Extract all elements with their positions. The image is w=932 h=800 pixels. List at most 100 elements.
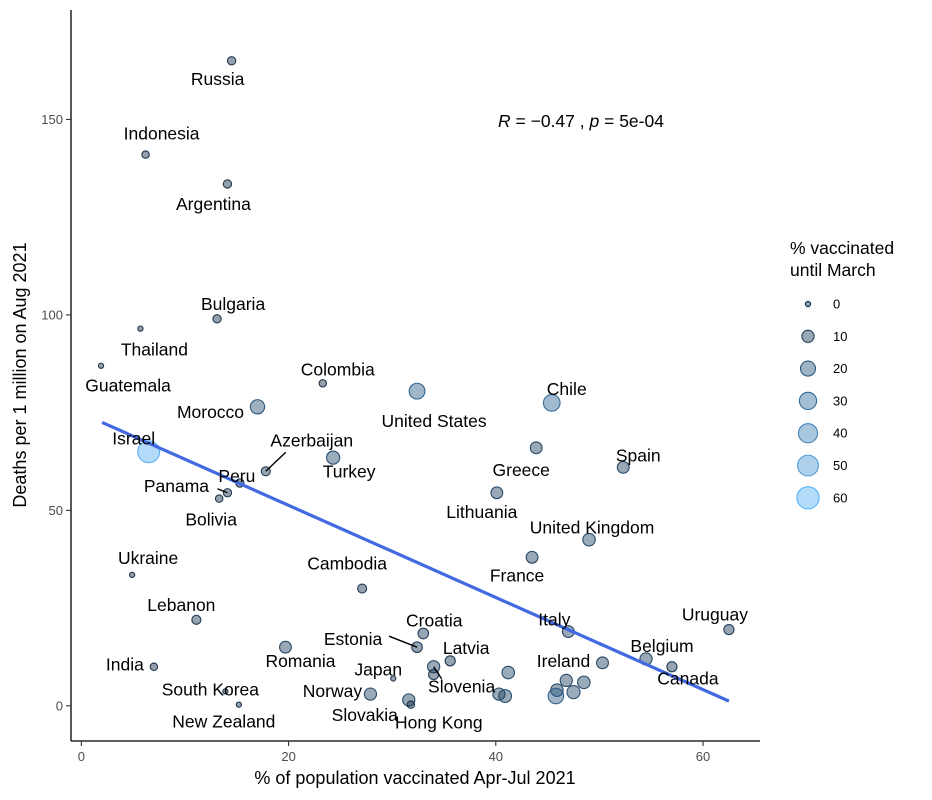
regression-line [101,420,730,703]
legend-swatch [804,300,812,308]
data-point-france [525,550,539,564]
point-label: Slovakia [332,705,398,725]
legend-title-line2: until March [790,260,876,280]
point-label: Chile [547,379,587,399]
legend-swatch [797,454,819,477]
point-label: Slovenia [428,677,495,697]
r-value: −0.47 [531,111,575,131]
data-point-lithuania [490,486,504,500]
data-point-south-korea [222,688,229,695]
data-point-bulgaria [212,314,222,324]
data-point-hk-area-2 [498,689,513,704]
y-tick-label: 150 [41,112,63,127]
point-label: Canada [657,669,719,689]
point-label: Thailand [121,340,188,360]
data-point-latvia [444,655,456,667]
data-point-chile [542,393,561,412]
y-axis-title: Deaths per 1 million on Aug 2021 [10,242,30,507]
point-label: Greece [493,460,550,480]
point-label: Spain [616,445,661,465]
data-point-guatemala [97,362,105,369]
point-label: Romania [265,651,335,671]
x-tick-label: 40 [489,749,503,764]
data-point-lithuania-area [501,665,516,680]
point-label: France [490,565,544,585]
data-point-greece [529,441,543,455]
stat-annotation: R = −0.47 , p = 5e-04 [498,111,664,131]
legend-swatch [799,360,817,377]
data-point-uruguay [723,623,735,636]
point-label: Azerbaijan [270,430,353,450]
p-equals: = [604,111,619,131]
legend-label: 10 [833,329,847,344]
point-label: Latvia [443,638,490,658]
data-point-colombia [318,379,328,388]
point-label: Croatia [406,611,463,631]
x-tick-label: 20 [281,749,295,764]
leader-line [265,451,287,472]
legend-label: 40 [833,426,847,441]
data-point-india [149,662,159,671]
legend-label: 60 [833,490,847,505]
data-point-slovakia [402,693,416,707]
data-point-ireland-6 [547,687,565,705]
data-point-ireland-4 [566,685,581,700]
data-point-lebanon [191,614,202,625]
point-label: Ukraine [118,548,178,568]
legend-label: 20 [833,361,847,376]
point-label: United States [382,411,487,431]
point-label: Morocco [177,402,244,422]
data-point-ireland-2 [559,673,573,688]
x-tick-label: 60 [696,749,710,764]
point-label: Ireland [537,651,591,671]
data-point-canada [666,661,678,673]
legend-label: 0 [833,297,840,312]
x-tick-label: 0 [78,749,85,764]
stat-comma: , [580,111,590,131]
point-label: Hong Kong [395,713,483,733]
point-label: Russia [191,69,245,89]
point-label: South Korea [162,679,260,699]
data-point-united-states [408,382,426,400]
r-equals: = [516,111,531,131]
p-value: 5e-04 [619,111,664,131]
point-label: Italy [538,610,570,630]
y-tick-label: 0 [56,698,63,713]
data-point-ireland [596,656,609,670]
point-label: Argentina [176,194,251,214]
point-label: Uruguay [682,605,748,625]
data-point-new-zealand [235,701,242,708]
point-label: Lebanon [147,595,215,615]
point-label: Peru [218,466,255,486]
plot-area: Russia Indonesia Argentina Bulgaria Thailand… [85,56,748,733]
data-point-turkey [326,450,341,465]
legend-swatch [801,329,815,343]
data-point-thailand [137,325,144,332]
point-label: Cambodia [307,554,387,574]
point-label: Indonesia [124,124,200,144]
legend-title-line1: % vaccinated [790,238,894,258]
axis-ticks: 0 20 40 60 0 50 100 150 [41,112,710,764]
legend-label: 50 [833,458,847,473]
legend-items: 0 10 20 30 40 50 60 [796,297,847,510]
legend-swatch [798,391,818,411]
data-point-united-kingdom [582,532,596,547]
leader-line [433,666,443,680]
point-label: Panama [144,476,209,496]
point-label: Belgium [630,636,693,656]
point-label: Japan [354,659,402,679]
data-point-ireland-3 [577,675,591,690]
data-point-norway [363,687,378,701]
point-label: Lithuania [446,502,517,522]
point-label: Colombia [301,359,375,379]
point-label: Bulgaria [201,294,265,314]
y-tick-label: 100 [41,307,63,322]
data-point-japan [390,675,397,682]
legend-swatch [796,486,820,510]
point-label: Turkey [323,462,376,482]
data-point-romania [279,640,292,654]
point-label: India [106,655,144,675]
leader-line [388,635,418,648]
legend-label: 30 [833,393,847,408]
